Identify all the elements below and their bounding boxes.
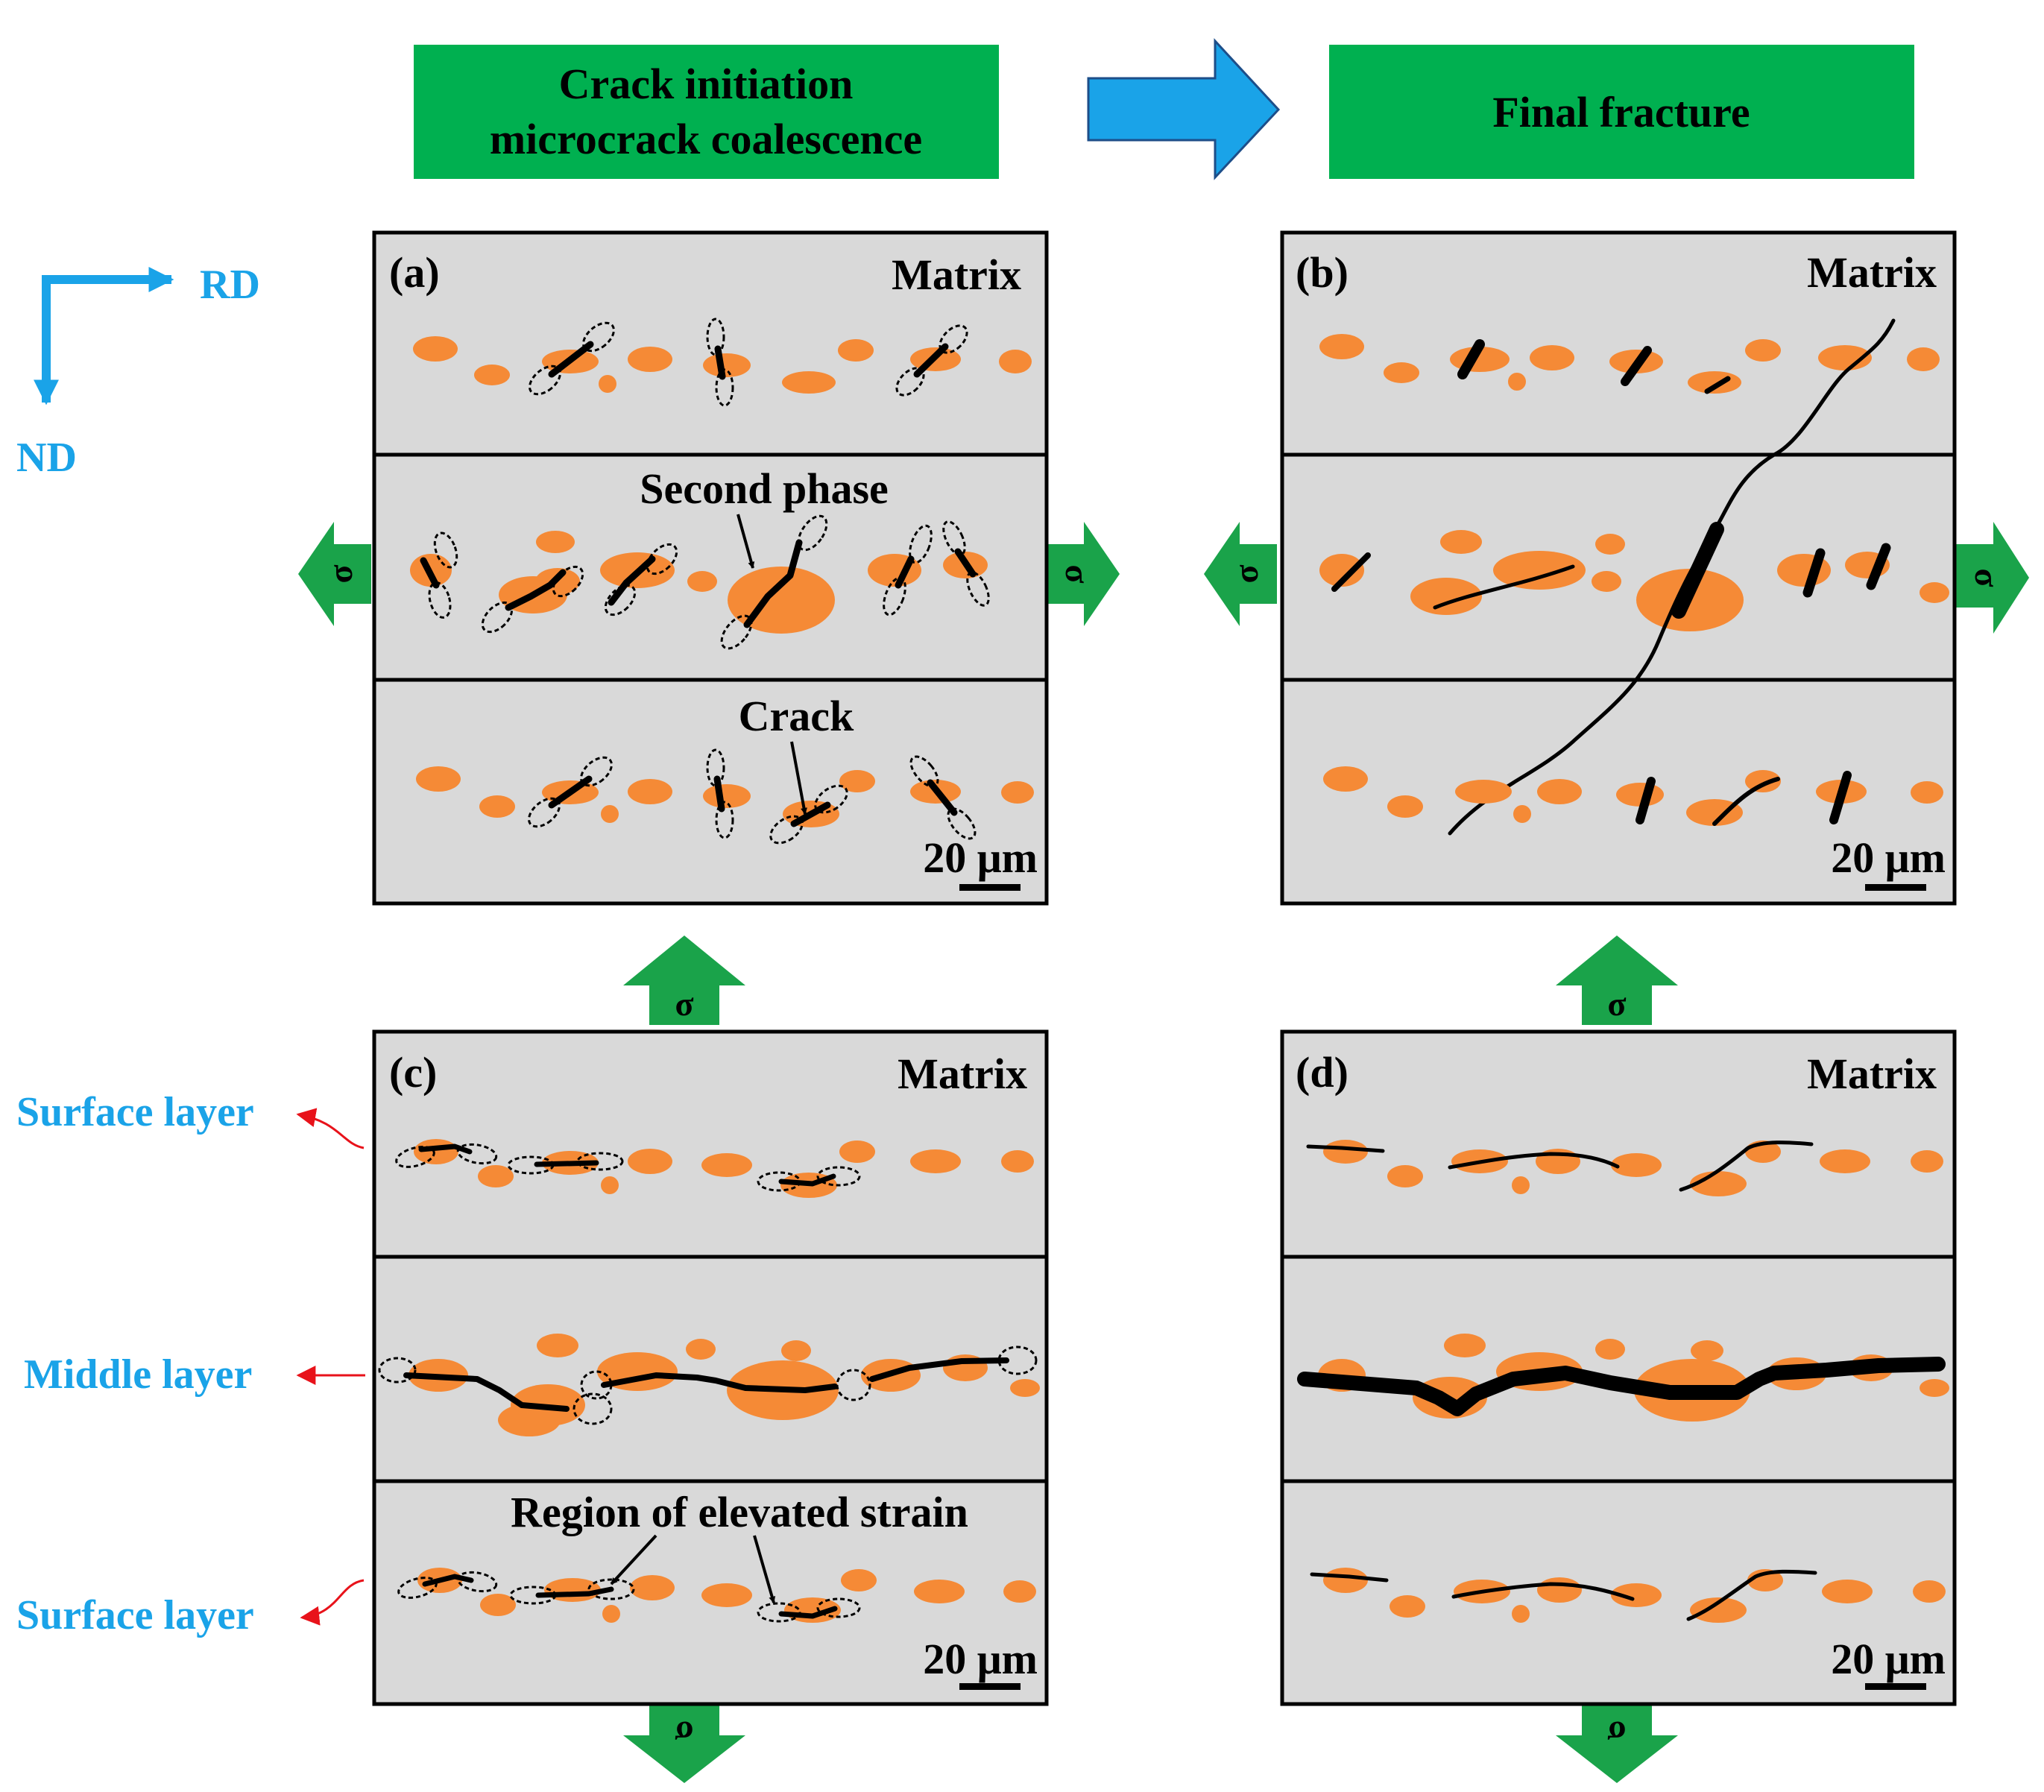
wide-crack-segment xyxy=(1671,522,1724,619)
scale-bar xyxy=(1865,884,1926,891)
scale-bar-label: 20 μm xyxy=(1831,1635,1946,1683)
sigma-label: σ xyxy=(1059,564,1097,583)
cracks xyxy=(420,514,990,650)
stress-arrow-d-bottom: σ xyxy=(1556,1703,1678,1783)
scale-bar-label: 20 μm xyxy=(923,1635,1038,1683)
cracks xyxy=(528,748,977,845)
panel-b-matrix-label: Matrix xyxy=(1807,248,1937,297)
middle-layer-label: Middle layer xyxy=(24,1351,252,1398)
stress-arrow-b-right: σ xyxy=(1956,522,2029,634)
cracks xyxy=(1310,1569,1817,1621)
panel-b: (b) Matrix xyxy=(1280,230,1957,906)
stress-arrow-b-left: σ xyxy=(1204,522,1277,626)
sigma-label: σ xyxy=(675,985,693,1023)
second-phase-particles xyxy=(413,336,1032,394)
scale-bar-label: 20 μm xyxy=(923,833,1038,882)
second-phase-particles xyxy=(1323,766,1943,826)
surface-layer-top-label: Surface layer xyxy=(16,1089,254,1135)
cracks xyxy=(378,1345,1038,1425)
elevated-strain-label: Region of elevated strain xyxy=(511,1488,968,1536)
panel-a-matrix-label: Matrix xyxy=(892,250,1021,299)
cracks xyxy=(395,1143,861,1192)
header-right-text: Final fracture xyxy=(1492,88,1750,136)
cracks xyxy=(1331,543,1891,610)
second-phase-particles xyxy=(1319,530,1949,631)
panel-d: (d) Matrix xyxy=(1280,1029,1957,1706)
stress-arrow-c-bottom: σ xyxy=(623,1703,745,1783)
header-left: Crack initiation microcrack coalescence xyxy=(414,45,999,179)
sigma-label: σ xyxy=(321,564,359,583)
axis-rd-label: RD xyxy=(200,262,260,308)
scale-bar xyxy=(959,1683,1021,1690)
crack-label: Crack xyxy=(739,692,854,740)
scale-bar xyxy=(959,884,1021,891)
panel-b-label: (b) xyxy=(1296,248,1349,297)
header-right: Final fracture xyxy=(1329,45,1914,179)
second-phase-label: Second phase xyxy=(640,464,889,513)
stress-arrow-a-left: σ xyxy=(298,522,371,626)
panel-d-matrix-label: Matrix xyxy=(1807,1050,1937,1098)
scale-bar-label: 20 μm xyxy=(1831,833,1946,882)
axis-nd-label: ND xyxy=(16,435,77,481)
stress-arrow-d-top: σ xyxy=(1556,936,1678,1025)
stress-arrow-c-top: σ xyxy=(623,936,745,1025)
cracks xyxy=(529,318,968,407)
scale-bar xyxy=(1865,1683,1926,1690)
panel-a-label: (a) xyxy=(389,248,440,297)
stress-arrow-a-right: σ xyxy=(1047,522,1120,626)
second-phase-particles xyxy=(1319,334,1940,394)
cracks xyxy=(1457,339,1731,394)
panel-c-label: (c) xyxy=(389,1048,437,1097)
layer-labels: Surface layer Middle layer Surface layer xyxy=(16,1089,365,1638)
cracks xyxy=(1306,1140,1814,1192)
sigma-label: σ xyxy=(1227,564,1265,583)
panel-c-matrix-label: Matrix xyxy=(898,1050,1027,1098)
cracks xyxy=(1635,771,1852,826)
sigma-label: σ xyxy=(1607,1714,1626,1752)
header-left-line1: Crack initiation xyxy=(559,60,854,108)
sigma-label: σ xyxy=(1607,985,1626,1023)
surface-layer-bottom-label: Surface layer xyxy=(16,1592,254,1638)
axes-indicator: RD ND xyxy=(16,262,260,481)
panel-c: (c) Matrix xyxy=(372,1029,1049,1706)
cracks xyxy=(397,1571,861,1623)
sigma-label: σ xyxy=(675,1714,693,1752)
panel-a: (a) Matrix xyxy=(372,230,1049,906)
header-left-line2: microcrack coalescence xyxy=(490,115,922,163)
main-fracture-crack xyxy=(1297,1357,1946,1416)
progress-arrow-icon xyxy=(1087,38,1281,180)
panel-d-label: (d) xyxy=(1296,1048,1349,1097)
sigma-label: σ xyxy=(1968,568,2006,587)
